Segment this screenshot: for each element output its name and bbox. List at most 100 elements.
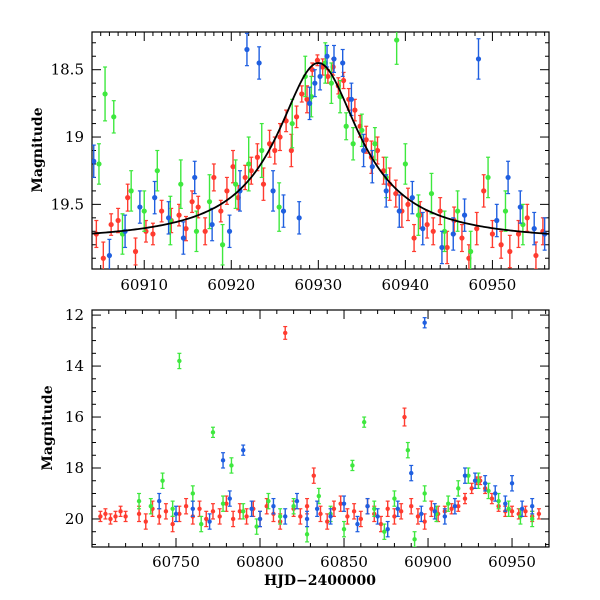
data-point-blue — [296, 215, 302, 221]
data-point-blue — [396, 208, 402, 214]
data-point-blue — [192, 174, 198, 181]
data-point-red — [293, 114, 300, 120]
data-point-green — [276, 204, 282, 210]
data-point-green — [170, 506, 175, 511]
data-point-blue — [328, 514, 333, 519]
bottom-x-axis-label: HJD−2400000 — [264, 573, 376, 589]
series-green — [136, 352, 535, 547]
data-point-red — [459, 235, 465, 241]
data-point-red — [402, 414, 407, 420]
data-point-green — [341, 526, 347, 532]
data-point-red — [197, 506, 202, 511]
data-point-green — [402, 161, 408, 167]
data-point-red — [352, 107, 358, 113]
data-point-green — [259, 147, 265, 154]
data-point-red — [118, 509, 123, 514]
data-point-red — [298, 514, 303, 519]
data-point-blue — [294, 498, 300, 504]
data-point-red — [345, 514, 350, 519]
data-point-green — [441, 228, 448, 234]
data-point-green — [382, 529, 387, 534]
data-point-red — [242, 174, 248, 181]
data-point-blue — [442, 514, 448, 519]
data-point-red — [98, 514, 103, 519]
model-fit-curve — [92, 62, 549, 235]
data-point-green — [220, 501, 226, 506]
data-point-blue — [461, 212, 468, 218]
data-point-red — [230, 516, 236, 522]
data-point-red — [177, 511, 182, 517]
bottom-panel: 60750 60800 60850 60900 60950 12 14 16 18 20 Magn… — [40, 306, 550, 589]
data-point-green — [241, 509, 246, 514]
data-point-red — [108, 516, 113, 522]
top-tick-labels: 60910 60920 60930 60940 60950 18.5 19 19.5 — [51, 61, 517, 294]
series-blue — [157, 317, 535, 538]
series-red — [98, 325, 542, 533]
data-point-blue — [439, 244, 445, 251]
data-point-red — [210, 509, 216, 514]
data-point-green — [193, 228, 200, 234]
data-point-red — [132, 248, 139, 255]
data-point-red — [536, 511, 542, 517]
x-tick-label: 60920 — [207, 276, 255, 294]
data-point-green — [485, 174, 491, 181]
data-point-blue — [503, 501, 508, 506]
data-point-green — [394, 37, 400, 43]
data-point-blue — [92, 158, 97, 164]
data-point-red — [103, 511, 108, 517]
data-point-red — [283, 330, 288, 336]
data-point-red — [260, 181, 267, 187]
data-point-blue — [209, 221, 215, 228]
data-point-red — [170, 521, 175, 527]
data-point-green — [102, 91, 108, 97]
data-point-blue — [106, 252, 113, 259]
data-point-red — [325, 73, 331, 80]
data-point-red — [405, 201, 411, 207]
data-point-blue — [493, 491, 498, 496]
data-point-red — [489, 496, 495, 501]
data-point-red — [113, 514, 118, 519]
x-tick-label: 60940 — [382, 276, 430, 294]
data-point-red — [304, 96, 310, 102]
data-point-red — [230, 164, 236, 170]
data-point-blue — [360, 147, 367, 154]
data-point-red — [159, 208, 165, 214]
data-point-blue — [365, 504, 370, 509]
data-point-blue — [385, 526, 390, 532]
data-point-green — [422, 491, 427, 496]
data-point-red — [248, 168, 254, 174]
data-point-blue — [409, 195, 415, 201]
data-point-red — [340, 77, 347, 84]
data-point-green — [190, 491, 196, 496]
data-point-red — [143, 519, 148, 524]
data-point-red — [211, 174, 217, 181]
data-point-green — [361, 419, 367, 425]
data-point-red — [393, 190, 399, 197]
data-point-blue — [280, 208, 287, 214]
data-point-blue — [244, 46, 250, 53]
data-point-red — [358, 516, 364, 522]
data-point-red — [351, 509, 357, 514]
y-tick-label: 16 — [65, 408, 84, 426]
data-point-green — [529, 516, 535, 522]
data-point-red — [218, 208, 224, 214]
x-tick-label: 60930 — [294, 276, 342, 294]
data-point-blue — [207, 519, 212, 524]
data-point-blue — [283, 514, 288, 519]
data-point-red — [498, 242, 504, 248]
data-point-red — [338, 501, 343, 506]
data-point-red — [524, 215, 530, 221]
data-point-green — [486, 488, 491, 494]
y-tick-label: 12 — [65, 306, 84, 324]
data-point-red — [415, 514, 421, 519]
data-point-red — [272, 147, 278, 154]
data-point-blue — [157, 498, 162, 504]
data-point-green — [412, 537, 417, 542]
bottom-plot-area — [98, 317, 542, 547]
data-point-red — [195, 204, 201, 210]
top-y-axis-label: Magnitude — [30, 107, 46, 192]
data-point-green — [291, 504, 296, 509]
y-tick-label: 19.5 — [51, 195, 84, 213]
data-point-blue — [472, 478, 478, 483]
data-point-blue — [531, 226, 537, 232]
